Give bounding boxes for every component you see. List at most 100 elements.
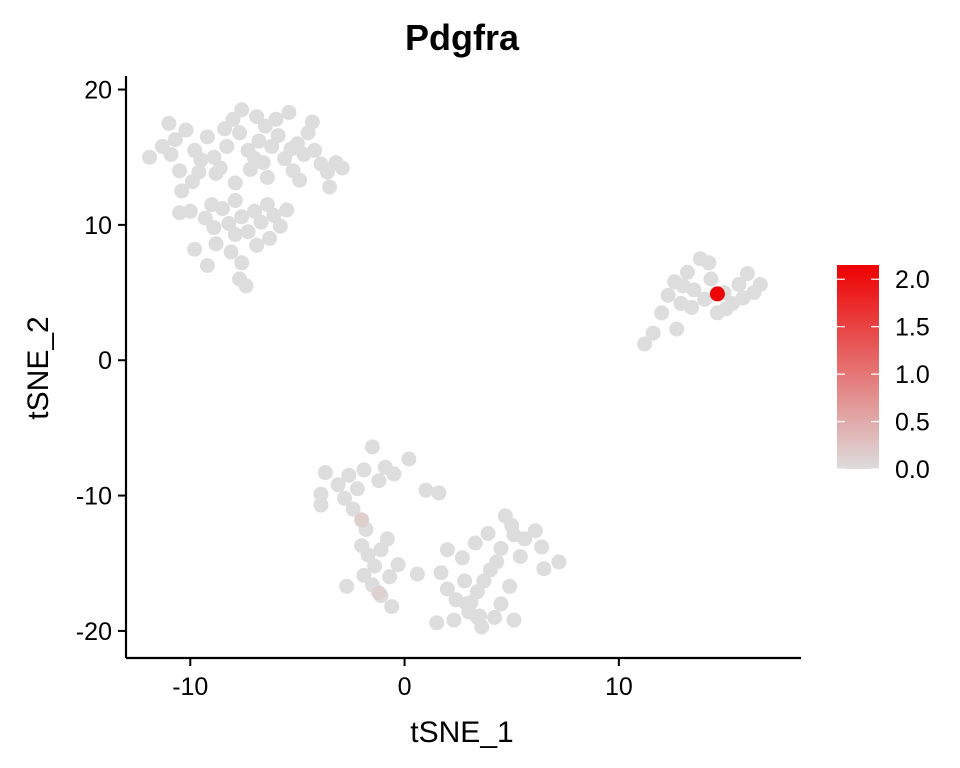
data-point [512,549,528,564]
data-point [360,547,376,563]
colorbar-ticks: 0.0 0.5 1.0 1.5 2.0 [837,266,930,484]
data-point [289,136,305,152]
data-point [322,179,338,195]
data-point [349,481,365,497]
data-point [304,114,320,130]
data-point [454,550,470,566]
data-point [174,183,190,199]
data-point [330,477,346,493]
y-tick-label: 0 [98,347,112,375]
data-point [487,609,503,625]
data-point [227,193,243,208]
x-tick-label: -10 [172,673,208,701]
data-point [502,578,518,594]
data-point [356,462,372,478]
colorbar [837,265,879,469]
data-point [654,305,670,321]
data-point [317,465,333,481]
data-point [221,216,237,231]
data-point [206,220,222,236]
data-point [703,271,719,287]
data-point [259,197,275,213]
data-point [208,166,224,181]
data-point [476,573,492,589]
data-point [697,291,713,307]
y-tick-label: -20 [76,618,112,646]
data-point [739,266,755,282]
data-point [232,271,248,287]
data-point [439,542,455,558]
data-point [272,218,288,234]
data-point [319,164,335,180]
data-point [457,573,473,589]
data-point [701,255,717,271]
data-point [506,527,522,543]
data-point [234,102,250,118]
data-point [446,612,462,628]
data-point [187,241,203,257]
data-point [493,596,509,612]
data-point [418,482,434,498]
data-point [167,132,183,148]
data-point [735,290,751,306]
data-point [373,542,389,558]
data-point [337,490,353,506]
data-point [367,558,383,574]
data-point [497,508,513,524]
data-point [249,237,265,253]
data-point [382,569,398,585]
data-point [354,512,370,528]
data-point [431,485,447,501]
data-point [259,170,275,185]
data-point [227,226,243,242]
data-point [217,121,233,137]
data-point [386,466,402,482]
data-point [752,276,768,292]
y-tick-label: 10 [84,212,112,240]
data-point [232,125,248,141]
data-point [489,554,505,570]
data-point [223,244,239,260]
data-point [371,473,387,489]
data-point [493,540,509,556]
data-point [506,612,522,628]
data-point [536,561,552,577]
data-point [279,202,295,218]
data-point [266,207,282,223]
data-point [193,152,209,168]
data-point [172,205,188,221]
data-point [684,299,700,315]
data-point [669,321,685,337]
data-point [675,278,691,294]
data-point [240,224,256,240]
x-axis-title: tSNE_1 [410,716,513,749]
colorbar-tick-label: 2.0 [895,266,930,294]
data-point [429,615,445,631]
data-point [161,115,177,131]
data-point [234,209,250,225]
data-point [313,497,329,513]
data-point [262,230,278,246]
data-point [281,105,297,120]
colorbar-tick-label: 0.5 [895,409,930,437]
data-point [178,122,194,138]
data-point [660,287,676,303]
data-point [345,501,361,517]
data-point [534,539,550,555]
data-point [409,566,425,582]
data-point [401,451,417,467]
data-point [219,138,235,154]
data-point [264,138,280,154]
data-point [270,128,286,144]
data-point [253,214,269,230]
y-tick-label: 20 [84,77,112,105]
data-point [172,163,188,179]
y-axis-ticks: -20 -10 0 10 20 [76,77,126,646]
data-point [731,276,747,292]
data-point [480,526,496,541]
points-layer [142,102,768,635]
data-point [645,325,661,341]
data-point [527,523,543,539]
x-tick-label: 0 [398,673,412,701]
